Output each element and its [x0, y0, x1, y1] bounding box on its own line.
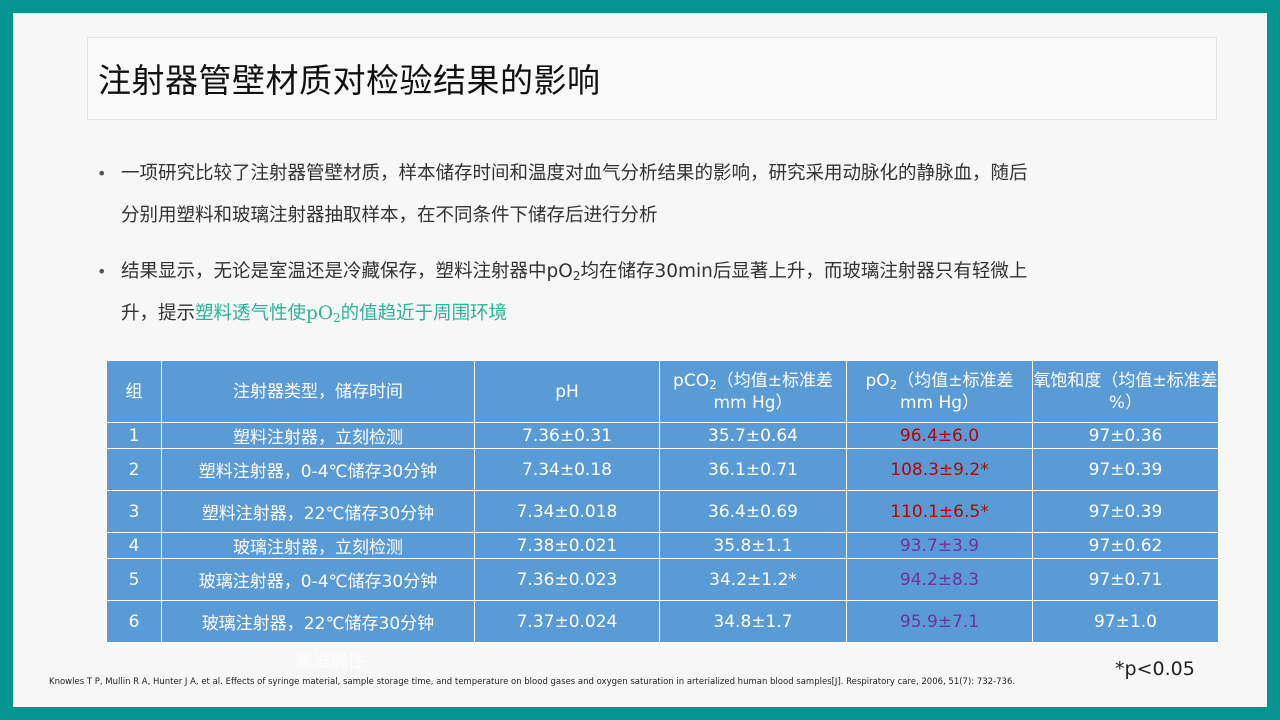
table-row: 4 玻璃注射器，立刻检测 7.38±0.021 35.8±1.1 93.7±3.… — [106, 532, 1219, 559]
cell-ph: 7.36±0.31 — [474, 422, 660, 449]
header-saturation: 氧饱和度（均值±标准差 %） — [1032, 360, 1219, 423]
cell-pco2: 35.8±1.1 — [659, 532, 847, 559]
header-group: 组 — [106, 360, 162, 423]
cell-pco2: 35.7±0.64 — [659, 422, 847, 449]
cell-ph: 7.34±0.18 — [474, 448, 660, 491]
cell-po2: 94.2±8.3 — [846, 558, 1033, 601]
cell-po2: 110.1±6.5* — [846, 490, 1033, 533]
slide-title: 注射器管壁材质对检验结果的影响 — [98, 61, 601, 100]
header-ph: pH — [474, 360, 660, 423]
cell-po2: 96.4±6.0 — [846, 422, 1033, 449]
table-row: 2 塑料注射器，0-4℃储存30分钟 7.34±0.18 36.1±0.71 1… — [106, 448, 1219, 491]
cell-pco2: 34.8±1.7 — [659, 600, 847, 643]
cell-ph: 7.38±0.021 — [474, 532, 660, 559]
cell-type: 塑料注射器，22℃储存30分钟 — [161, 490, 475, 533]
significance-footnote: *p<0.05 — [1115, 658, 1195, 680]
bullet-1-line-1: 一项研究比较了注射器管壁材质，样本储存时间和温度对血气分析结果的影响，研究采用动… — [121, 163, 1028, 184]
cell-type: 玻璃注射器，22℃储存30分钟 — [161, 600, 475, 643]
cell-type: 玻璃注射器，0-4℃储存30分钟 — [161, 558, 475, 601]
table-header-row: 组 注射器类型，储存时间 pH pCO2（均值±标准差 mm Hg） pO2（均… — [106, 360, 1219, 423]
slide: 注射器管壁材质对检验结果的影响 • 一项研究比较了注射器管壁材质，样本储存时间和… — [13, 13, 1267, 707]
header-po2: pO2（均值±标准差 mm Hg） — [846, 360, 1033, 423]
title-box: 注射器管壁材质对检验结果的影响 — [87, 37, 1217, 120]
cell-group: 5 — [106, 558, 162, 601]
bullet-1-line-2: 分别用塑料和玻璃注射器抽取样本，在不同条件下储存后进行分析 — [121, 205, 658, 226]
bullet-dot-icon: • — [97, 262, 107, 281]
cell-saturation: 97±1.0 — [1032, 600, 1219, 643]
cell-type: 塑料注射器，0-4℃储存30分钟 — [161, 448, 475, 491]
results-table: 组 注射器类型，储存时间 pH pCO2（均值±标准差 mm Hg） pO2（均… — [106, 360, 1219, 643]
cell-saturation: 97±0.39 — [1032, 448, 1219, 491]
table-row: 3 塑料注射器，22℃储存30分钟 7.34±0.018 36.4±0.69 1… — [106, 490, 1219, 533]
cell-ph: 7.34±0.018 — [474, 490, 660, 533]
cell-po2: 93.7±3.9 — [846, 532, 1033, 559]
cell-saturation: 97±0.39 — [1032, 490, 1219, 533]
cell-saturation: 97±0.71 — [1032, 558, 1219, 601]
bullet-1: • 一项研究比较了注射器管壁材质，样本储存时间和温度对血气分析结果的影响，研究采… — [97, 153, 1177, 237]
header-pco2: pCO2（均值±标准差 mm Hg） — [659, 360, 847, 423]
cell-ph: 7.37±0.024 — [474, 600, 660, 643]
cell-saturation: 97±0.36 — [1032, 422, 1219, 449]
cell-group: 1 — [106, 422, 162, 449]
cell-pco2: 34.2±1.2* — [659, 558, 847, 601]
cell-pco2: 36.1±0.71 — [659, 448, 847, 491]
cell-type: 塑料注射器，立刻检测 — [161, 422, 475, 449]
bullet-2: • 结果显示，无论是室温还是冷藏保存，塑料注射器中pO2均在储存30min后显著… — [97, 251, 1177, 335]
table-row: 6 玻璃注射器，22℃储存30分钟 7.37±0.024 34.8±1.7 95… — [106, 600, 1219, 643]
bullet-2-line-1: 结果显示，无论是室温还是冷藏保存，塑料注射器中pO2均在储存30min后显著上升… — [121, 261, 1028, 283]
cell-group: 4 — [106, 532, 162, 559]
cell-saturation: 97±0.62 — [1032, 532, 1219, 559]
bullet-2-line-2: 升，提示塑料透气性使pO2的值趋近于周围环境 — [121, 303, 508, 325]
cell-pco2: 36.4±0.69 — [659, 490, 847, 533]
ghost-text: 果准确性 — [297, 652, 365, 672]
cell-group: 3 — [106, 490, 162, 533]
cell-type: 玻璃注射器，立刻检测 — [161, 532, 475, 559]
cell-group: 2 — [106, 448, 162, 491]
highlight-conclusion: 塑料透气性使pO2的值趋近于周围环境 — [195, 303, 508, 325]
cell-group: 6 — [106, 600, 162, 643]
table-row: 1 塑料注射器，立刻检测 7.36±0.31 35.7±0.64 96.4±6.… — [106, 422, 1219, 449]
bullet-dot-icon: • — [97, 164, 107, 183]
cell-po2: 95.9±7.1 — [846, 600, 1033, 643]
table-row: 5 玻璃注射器，0-4℃储存30分钟 7.36±0.023 34.2±1.2* … — [106, 558, 1219, 601]
cell-po2: 108.3±9.2* — [846, 448, 1033, 491]
cell-ph: 7.36±0.023 — [474, 558, 660, 601]
header-type: 注射器类型，储存时间 — [161, 360, 475, 423]
reference-citation: Knowles T P, Mullin R A, Hunter J A, et … — [49, 677, 1016, 687]
